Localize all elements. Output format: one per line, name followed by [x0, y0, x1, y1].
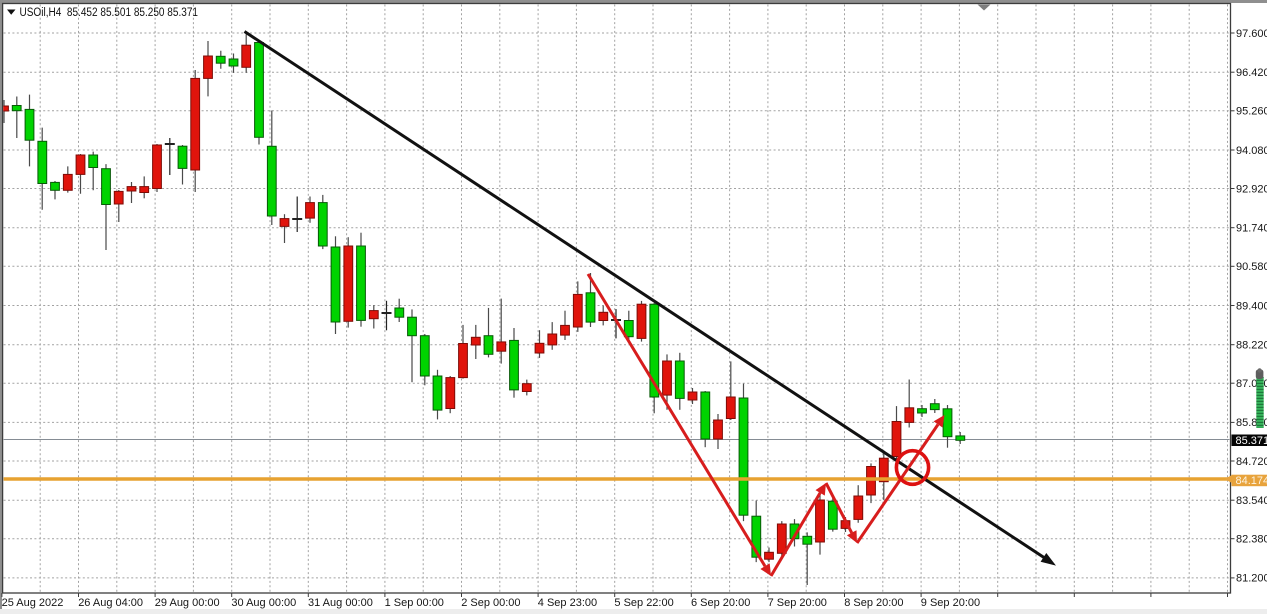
svg-text:7 Sep 20:00: 7 Sep 20:00 [768, 597, 827, 609]
svg-text:26 Aug 04:00: 26 Aug 04:00 [78, 597, 143, 609]
svg-text:30 Aug 00:00: 30 Aug 00:00 [231, 597, 296, 609]
svg-text:85.371: 85.371 [1236, 435, 1267, 447]
svg-text:89.400: 89.400 [1236, 300, 1267, 312]
svg-text:84.720: 84.720 [1236, 456, 1267, 468]
svg-text:97.600: 97.600 [1236, 28, 1267, 40]
svg-text:84.174: 84.174 [1236, 475, 1267, 487]
svg-text:29 Aug 00:00: 29 Aug 00:00 [155, 597, 220, 609]
svg-text:83.540: 83.540 [1236, 495, 1267, 507]
svg-text:81.200: 81.200 [1236, 573, 1267, 585]
svg-text:USOil,H4 85.452 85.501 85.250: USOil,H4 85.452 85.501 85.250 85.371 [20, 7, 199, 19]
svg-text:95.260: 95.260 [1236, 106, 1267, 118]
svg-text:2 Sep 00:00: 2 Sep 00:00 [461, 597, 520, 609]
svg-text:9 Sep 20:00: 9 Sep 20:00 [921, 597, 980, 609]
svg-text:88.220: 88.220 [1236, 340, 1267, 352]
svg-text:1 Sep 00:00: 1 Sep 00:00 [385, 597, 444, 609]
svg-text:94.080: 94.080 [1236, 145, 1267, 157]
svg-text:31 Aug 00:00: 31 Aug 00:00 [308, 597, 373, 609]
svg-text:25 Aug 2022: 25 Aug 2022 [2, 597, 64, 609]
svg-text:96.420: 96.420 [1236, 67, 1267, 79]
svg-text:92.920: 92.920 [1236, 183, 1267, 195]
svg-text:8 Sep 20:00: 8 Sep 20:00 [844, 597, 903, 609]
svg-text:91.740: 91.740 [1236, 223, 1267, 235]
svg-text:90.580: 90.580 [1236, 261, 1267, 273]
svg-text:5 Sep 22:00: 5 Sep 22:00 [614, 597, 673, 609]
svg-text:82.380: 82.380 [1236, 534, 1267, 546]
svg-text:4 Sep 23:00: 4 Sep 23:00 [538, 597, 597, 609]
svg-text:6 Sep 20:00: 6 Sep 20:00 [691, 597, 750, 609]
